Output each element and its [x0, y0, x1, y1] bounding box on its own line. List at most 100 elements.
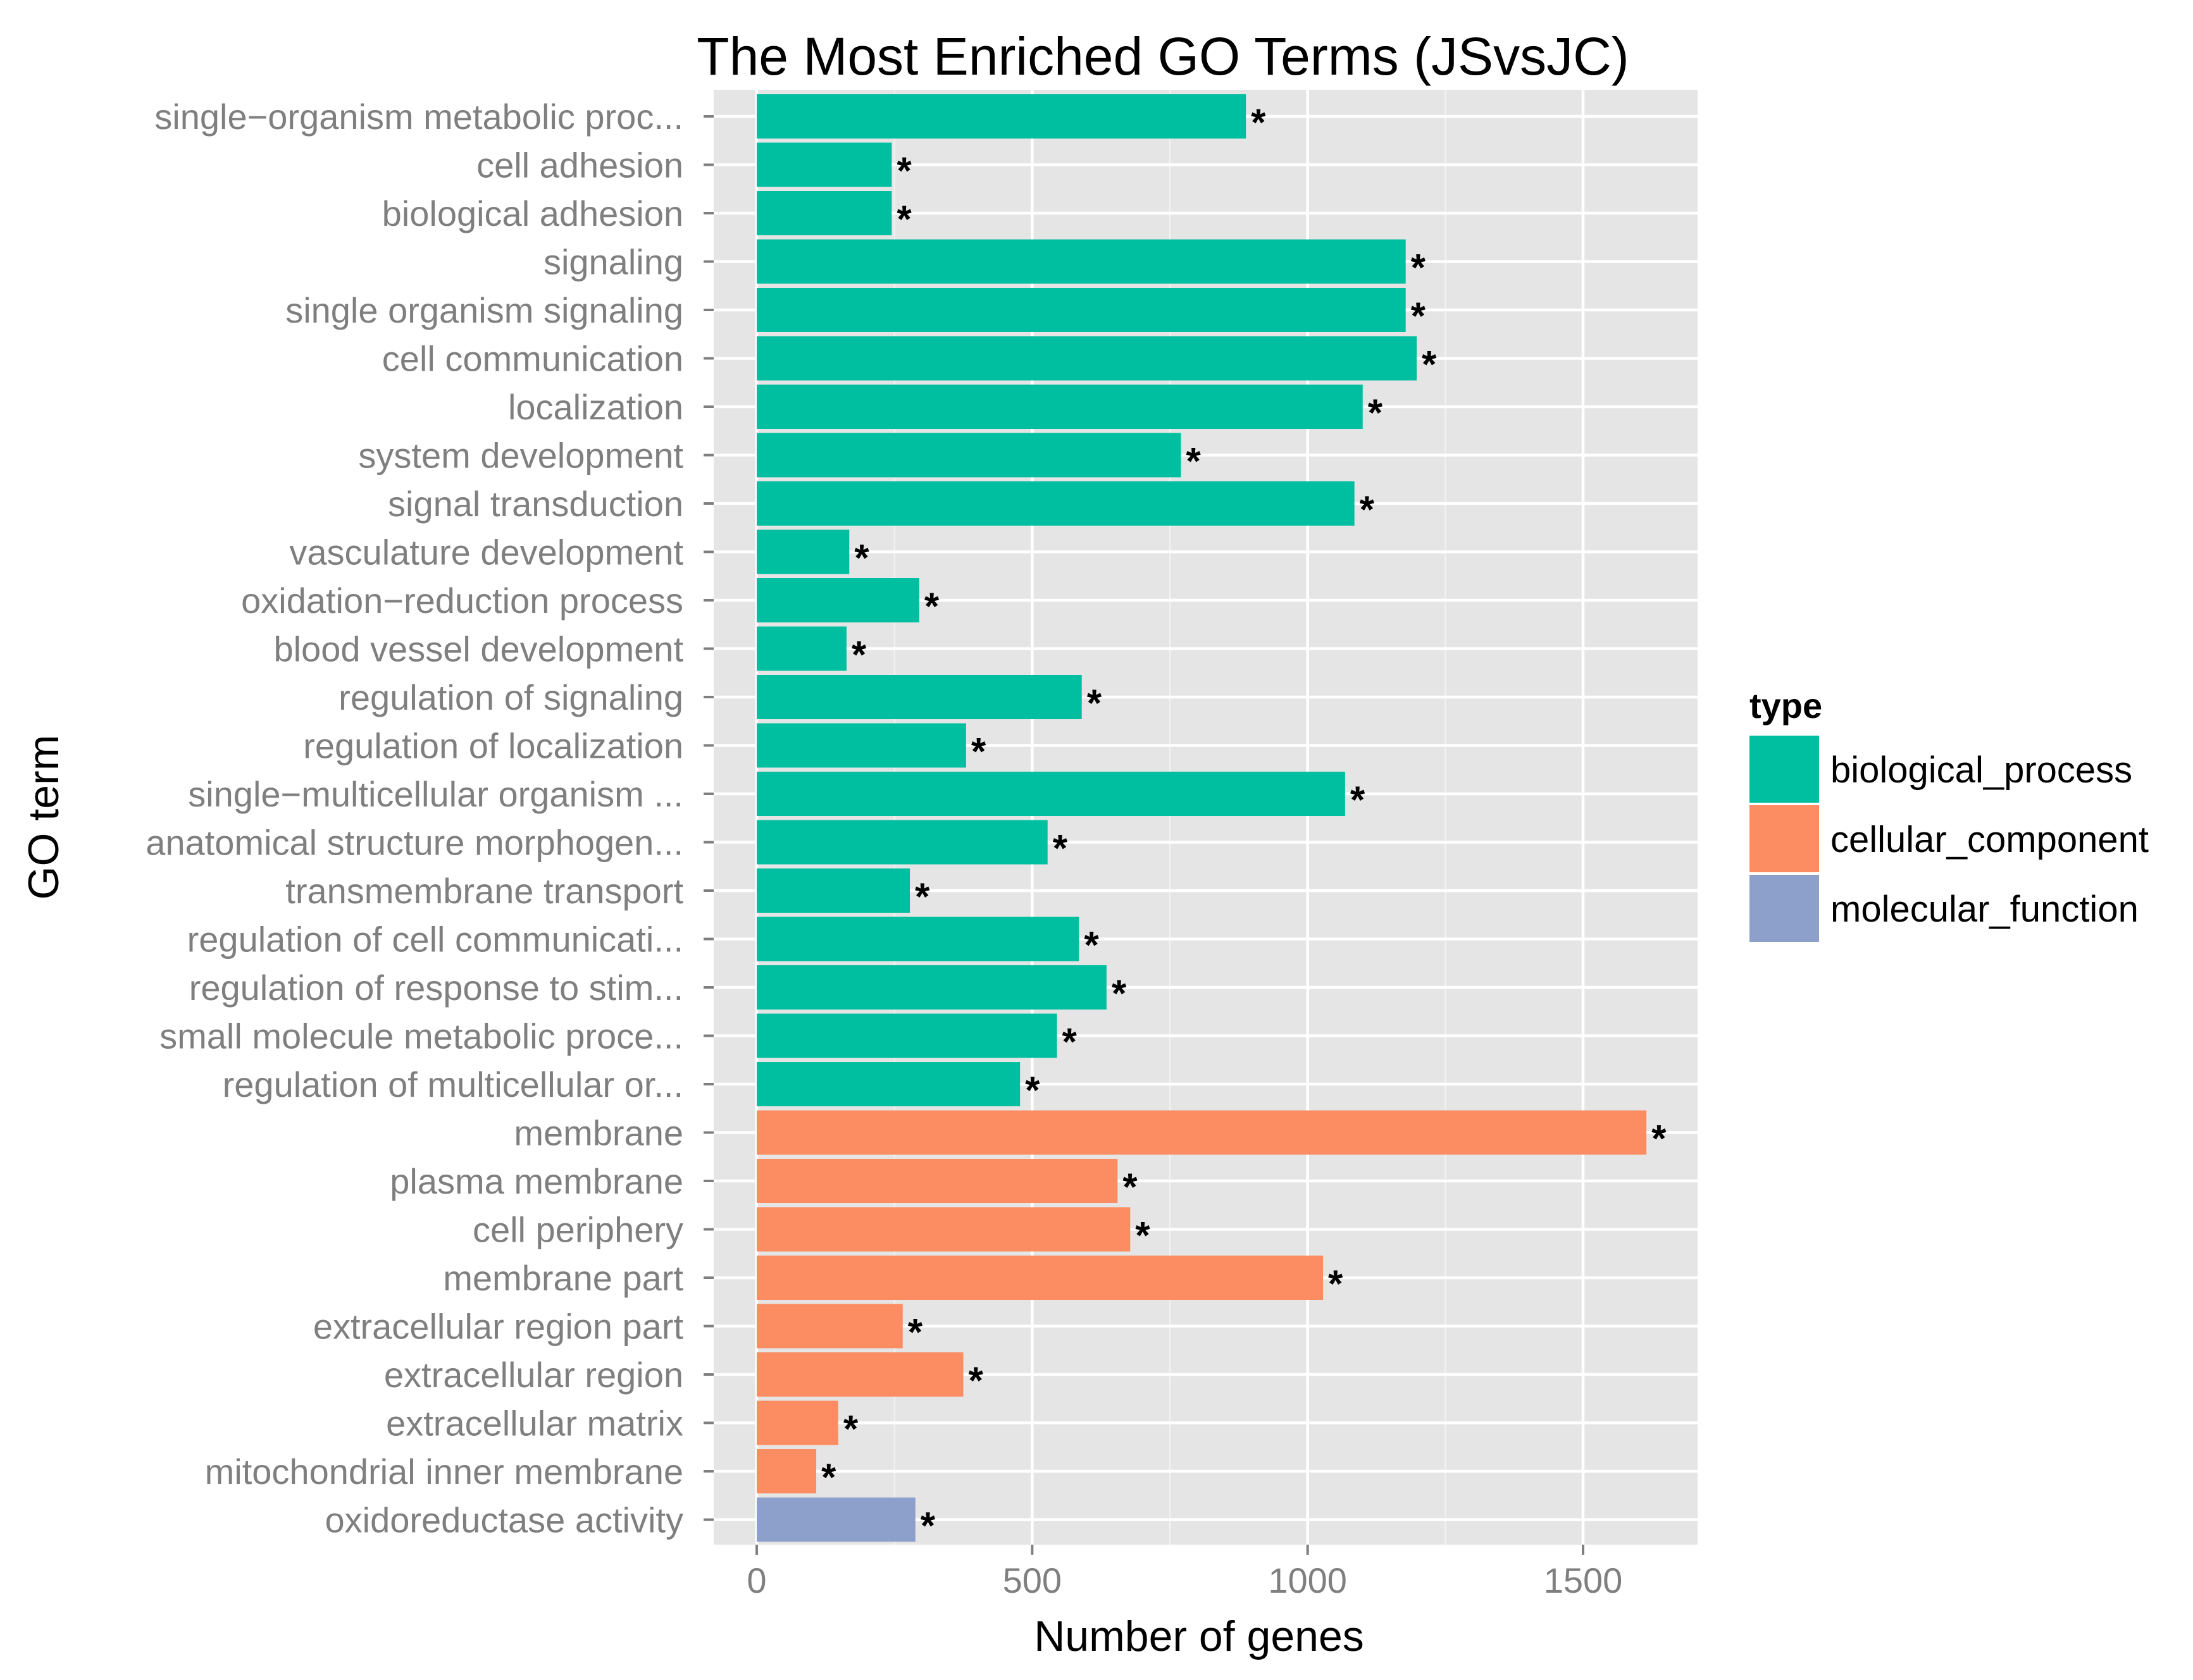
bar-biological_process	[757, 433, 1181, 478]
y-tick-label: regulation of multicellular or...	[223, 1065, 683, 1104]
y-tick-label: oxidoreductase activity	[325, 1500, 683, 1540]
x-tick-label: 500	[1003, 1560, 1062, 1600]
legend: type biological_process cellular_componen…	[1749, 686, 2149, 942]
bar-biological_process	[757, 239, 1406, 284]
x-tick-label: 1000	[1268, 1560, 1347, 1600]
y-tick-label: vasculature development	[289, 533, 683, 572]
bar-biological_process	[757, 723, 966, 768]
y-tick-label: localization	[508, 387, 683, 427]
bar-biological_process	[757, 94, 1246, 139]
bar-biological_process	[757, 626, 847, 671]
x-axis: 0 500 1000 1500	[747, 1545, 1622, 1600]
y-axis-title: GO term	[20, 735, 68, 900]
y-tick-label: cell communication	[382, 339, 683, 379]
x-tick-label: 1500	[1544, 1560, 1623, 1600]
significance-marker: *	[843, 1408, 859, 1450]
y-tick-label: single organism signaling	[285, 290, 683, 330]
bar-cellular_component	[757, 1449, 817, 1493]
significance-marker: *	[969, 1359, 984, 1402]
bar-biological_process	[757, 965, 1107, 1010]
y-tick-label: regulation of response to stim...	[189, 968, 683, 1008]
significance-marker: *	[1186, 440, 1201, 483]
x-axis-title: Number of genes	[1034, 1612, 1364, 1660]
x-tick-label: 0	[747, 1560, 766, 1600]
significance-marker: *	[908, 1311, 923, 1354]
legend-swatch-cellular_component	[1749, 805, 1819, 872]
bar-biological_process	[757, 772, 1345, 816]
legend-title: type	[1749, 686, 1822, 726]
significance-marker: *	[1360, 488, 1375, 531]
bar-biological_process	[757, 481, 1355, 526]
legend-label-biological_process: biological_process	[1830, 750, 2132, 791]
bar-biological_process	[757, 142, 892, 187]
bar-biological_process	[757, 1062, 1021, 1106]
significance-marker: *	[1087, 682, 1102, 724]
y-axis: single−organism metabolic proc... cell ad…	[146, 97, 714, 1540]
y-tick-label: regulation of signaling	[339, 677, 683, 717]
significance-marker: *	[854, 537, 869, 579]
y-tick-label: single−organism metabolic proc...	[154, 97, 683, 137]
y-tick-label: regulation of cell communicati...	[187, 920, 683, 960]
significance-marker: *	[915, 875, 930, 918]
significance-marker: *	[897, 198, 912, 240]
y-tick-label: membrane part	[443, 1258, 683, 1298]
bar-biological_process	[757, 675, 1082, 719]
bar-biological_process	[757, 820, 1048, 865]
y-tick-label: signal transduction	[388, 484, 683, 524]
y-tick-label: transmembrane transport	[285, 871, 683, 911]
significance-marker: *	[1368, 392, 1383, 434]
bars-group: ******************************	[757, 94, 1667, 1547]
significance-marker: *	[1084, 924, 1099, 967]
significance-marker: *	[1062, 1021, 1078, 1063]
significance-marker: *	[897, 150, 912, 192]
y-tick-label: anatomical structure morphogen...	[146, 823, 683, 863]
bar-biological_process	[757, 288, 1406, 332]
bar-biological_process	[757, 868, 910, 913]
y-tick-label: extracellular region part	[313, 1307, 684, 1347]
significance-marker: *	[1411, 295, 1426, 337]
significance-marker: *	[1135, 1214, 1150, 1257]
y-tick-label: signaling	[544, 242, 683, 282]
plot-panel	[714, 90, 1698, 1545]
legend-label-molecular_function: molecular_function	[1830, 889, 2139, 930]
significance-marker: *	[924, 585, 940, 627]
bar-biological_process	[757, 191, 892, 235]
bar-cellular_component	[757, 1256, 1324, 1300]
significance-marker: *	[852, 634, 867, 676]
y-tick-label: oxidation−reduction process	[241, 581, 683, 621]
significance-marker: *	[1411, 247, 1426, 289]
y-tick-label: system development	[358, 436, 683, 476]
significance-marker: *	[921, 1505, 936, 1547]
bar-biological_process	[757, 385, 1363, 429]
y-tick-label: membrane	[514, 1113, 683, 1153]
bar-biological_process	[757, 578, 919, 622]
significance-marker: *	[1053, 827, 1068, 870]
significance-marker: *	[1422, 343, 1437, 386]
bar-biological_process	[757, 1013, 1057, 1058]
bar-molecular_function	[757, 1497, 916, 1542]
y-tick-label: blood vessel development	[273, 629, 683, 669]
y-tick-label: extracellular matrix	[386, 1404, 683, 1443]
y-tick-label: regulation of localization	[303, 726, 683, 766]
significance-marker: *	[1025, 1069, 1040, 1111]
y-tick-label: extracellular region	[384, 1355, 683, 1395]
bar-cellular_component	[757, 1304, 903, 1349]
chart-title: The Most Enriched GO Terms (JSvsJC)	[697, 27, 1629, 86]
bar-biological_process	[757, 529, 850, 574]
significance-marker: *	[821, 1456, 836, 1498]
significance-marker: *	[1122, 1166, 1138, 1208]
significance-marker: *	[1350, 779, 1365, 821]
y-tick-label: small molecule metabolic proce...	[159, 1016, 683, 1056]
y-tick-label: plasma membrane	[390, 1161, 683, 1201]
bar-cellular_component	[757, 1352, 964, 1397]
significance-marker: *	[1328, 1263, 1343, 1305]
bar-cellular_component	[757, 1159, 1118, 1203]
legend-swatch-molecular_function	[1749, 875, 1819, 942]
bar-cellular_component	[757, 1207, 1131, 1252]
bar-cellular_component	[757, 1110, 1647, 1155]
y-tick-label: single−multicellular organism ...	[188, 774, 683, 814]
y-tick-label: cell adhesion	[476, 145, 683, 185]
significance-marker: *	[1651, 1118, 1667, 1160]
bar-biological_process	[757, 336, 1417, 381]
